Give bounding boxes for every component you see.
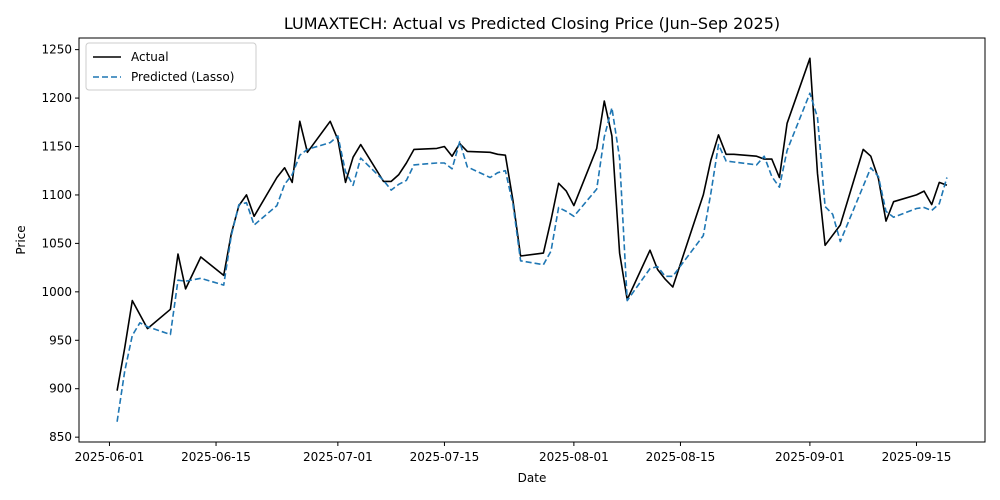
y-tick-label: 1200: [41, 91, 72, 105]
x-axis-label: Date: [518, 471, 547, 485]
y-tick-label: 900: [49, 382, 72, 396]
y-tick-label: 1150: [41, 140, 72, 154]
axes-frame: [78, 37, 986, 443]
y-tick-label: 950: [49, 333, 72, 347]
series-line-actual: [116, 57, 948, 391]
y-axis-label: Price: [14, 225, 28, 254]
y-tick-label: 1100: [41, 188, 72, 202]
x-tick-label: 2025-07-01: [303, 450, 373, 464]
x-tick-label: 2025-06-15: [181, 450, 251, 464]
x-tick-label: 2025-09-15: [882, 450, 952, 464]
y-tick-label: 850: [49, 430, 72, 444]
legend-label-actual: Actual: [131, 50, 169, 64]
y-tick-label: 1250: [41, 43, 72, 57]
y-tick-label: 1050: [41, 236, 72, 250]
legend-box: [85, 42, 257, 91]
plot-area: [116, 57, 948, 422]
legend: Actual Predicted (Lasso): [85, 42, 257, 91]
x-tick-label: 2025-09-01: [775, 450, 845, 464]
series-line-predicted-lasso: [116, 92, 948, 422]
x-tick-label: 2025-08-15: [646, 450, 716, 464]
chart-title: LUMAXTECH: Actual vs Predicted Closing P…: [284, 14, 780, 33]
x-axis: 2025-06-01 2025-06-15 2025-07-01 2025-07-15…: [75, 442, 952, 464]
x-tick-label: 2025-07-15: [410, 450, 480, 464]
legend-label-predicted: Predicted (Lasso): [131, 70, 234, 84]
y-tick-label: 1000: [41, 285, 72, 299]
y-axis: 850 900 950 1000 1050 1100 1150 1200 1250: [41, 43, 79, 444]
x-tick-label: 2025-06-01: [75, 450, 145, 464]
x-tick-label: 2025-08-01: [539, 450, 609, 464]
